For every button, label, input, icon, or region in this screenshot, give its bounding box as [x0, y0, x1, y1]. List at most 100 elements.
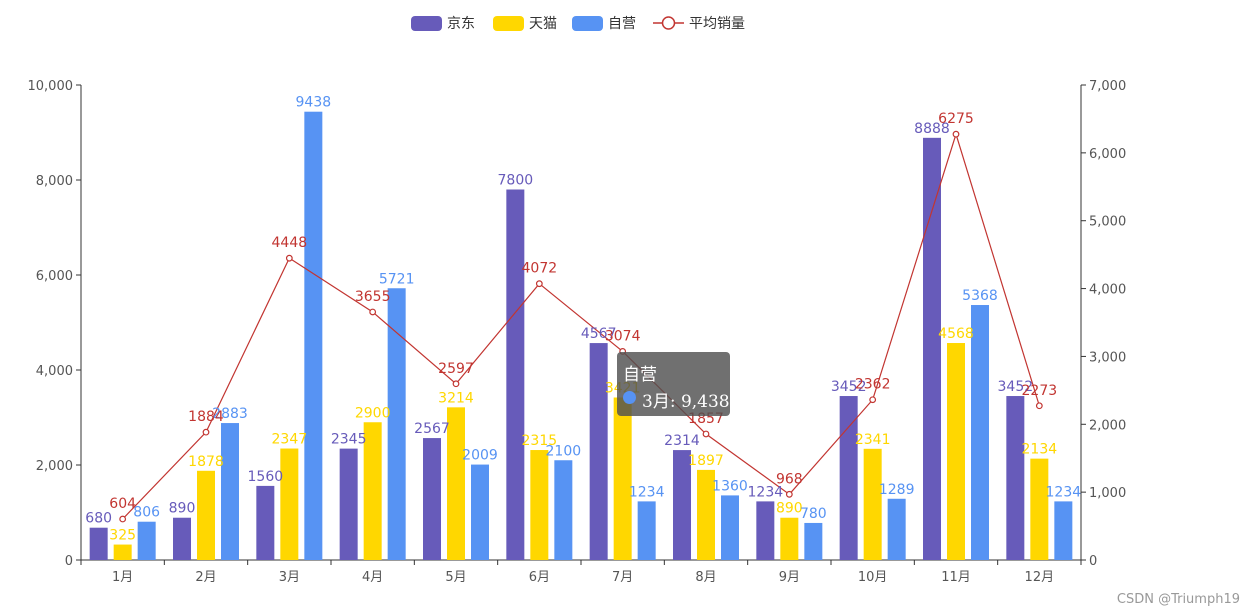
bar-value-label: 9438	[296, 95, 332, 111]
bar-value-label: 2009	[462, 448, 498, 464]
bar	[173, 517, 191, 560]
bar-value-label: 3452	[831, 379, 867, 395]
legend-item[interactable]: 京东	[411, 16, 475, 32]
bar-value-label: 1234	[1046, 484, 1082, 500]
y-left-tick-label: 6,000	[36, 269, 73, 284]
bar	[221, 423, 239, 560]
bar-value-label: 1878	[188, 454, 224, 470]
bar-value-label: 806	[133, 505, 160, 521]
bar-value-label: 5368	[962, 288, 998, 304]
line-value-label: 968	[776, 471, 803, 487]
line-value-label: 2362	[855, 377, 891, 393]
line-value-label: 604	[109, 496, 136, 512]
y-right-tick-label: 2,000	[1089, 418, 1126, 433]
bar	[887, 498, 906, 560]
legend[interactable]: 京东 天猫 自营 平均销量	[411, 16, 745, 32]
bar	[197, 470, 215, 560]
y-right-tick-label: 1,000	[1089, 486, 1126, 501]
bar-value-label: 2345	[331, 432, 367, 448]
legend-swatch	[572, 16, 603, 31]
bar-value-label: 7800	[498, 173, 534, 189]
line-point	[119, 515, 127, 523]
line-value-label: 2273	[1022, 383, 1058, 399]
x-tick-label: 8月	[695, 570, 716, 585]
bar	[506, 189, 525, 560]
legend-swatch	[411, 16, 442, 31]
y-right-tick-label: 6,000	[1089, 147, 1126, 162]
bar-value-label: 1897	[688, 453, 724, 469]
line-point	[202, 428, 210, 436]
y-right-tick-label: 0	[1089, 554, 1097, 569]
line-point	[369, 308, 377, 316]
line-value-label: 3655	[355, 289, 391, 305]
y-left-tick-label: 2,000	[36, 459, 73, 474]
line-point	[952, 130, 960, 138]
x-tick-label: 10月	[858, 570, 888, 585]
tooltip-marker-icon	[623, 391, 636, 404]
data-labels: 680 890 1560 2345 2567 7800 4567 2314 1234 3452 88…	[85, 95, 1081, 544]
legend-label: 平均销量	[689, 16, 745, 32]
bar	[113, 544, 132, 560]
bar-value-label: 890	[169, 501, 196, 517]
line-value-label: 6275	[938, 111, 974, 127]
y-left-tick-label: 0	[65, 554, 73, 569]
bar-value-label: 2134	[1022, 442, 1058, 458]
bar	[530, 450, 549, 560]
y-right-tick-label: 4,000	[1089, 283, 1126, 298]
line-point	[869, 396, 877, 404]
line-point	[785, 490, 793, 498]
line-point	[535, 280, 543, 288]
bar	[423, 438, 441, 560]
bar	[1006, 396, 1025, 560]
x-tick-label: 3月	[279, 570, 300, 585]
bar	[89, 527, 108, 560]
bar	[471, 464, 489, 560]
line-point	[702, 430, 710, 438]
y-right-tick-label: 7,000	[1089, 79, 1126, 94]
y-left-tick-label: 8,000	[36, 174, 73, 189]
y-left-tick-label: 10,000	[28, 79, 74, 94]
legend-item[interactable]: 天猫	[493, 16, 557, 32]
bar-value-label: 1560	[248, 469, 284, 485]
bar	[137, 521, 156, 560]
x-tick-label: 9月	[779, 570, 800, 585]
line-point	[1035, 402, 1043, 410]
x-tick-label: 12月	[1025, 570, 1055, 585]
bar-value-label: 2883	[212, 406, 248, 422]
bar-value-label: 2341	[855, 432, 891, 448]
legend-item[interactable]: 自营	[572, 16, 636, 32]
bar	[721, 495, 739, 560]
bar	[637, 501, 656, 560]
bar-value-label: 1360	[712, 478, 748, 494]
bar	[863, 448, 882, 560]
bar	[1030, 458, 1049, 560]
bar	[256, 485, 275, 560]
line-value-label: 1884	[188, 409, 224, 425]
bar-value-label: 4567	[581, 326, 617, 342]
bar-value-label: 4568	[938, 326, 974, 342]
bar	[804, 522, 823, 560]
bar	[697, 469, 715, 560]
bar	[1054, 501, 1073, 560]
bar-value-label: 5721	[379, 271, 415, 287]
bar	[280, 448, 299, 560]
bar	[971, 305, 989, 560]
bar	[756, 501, 775, 560]
bar-series[interactable]	[89, 111, 1073, 560]
bar	[839, 396, 858, 560]
bar	[339, 448, 358, 560]
bar-value-label: 2900	[355, 405, 391, 421]
bar	[673, 450, 691, 560]
bar	[780, 517, 799, 560]
legend-item[interactable]: 平均销量	[653, 16, 745, 32]
bar-value-label: 1234	[629, 484, 665, 500]
bar	[947, 343, 965, 560]
bar	[554, 460, 573, 560]
bar-value-label: 3452	[998, 379, 1034, 395]
line-value-label: 3074	[605, 328, 641, 344]
bar	[923, 137, 941, 560]
legend-label: 自营	[608, 16, 636, 32]
line-series[interactable]	[119, 130, 1043, 523]
bar-value-label: 325	[109, 528, 136, 544]
